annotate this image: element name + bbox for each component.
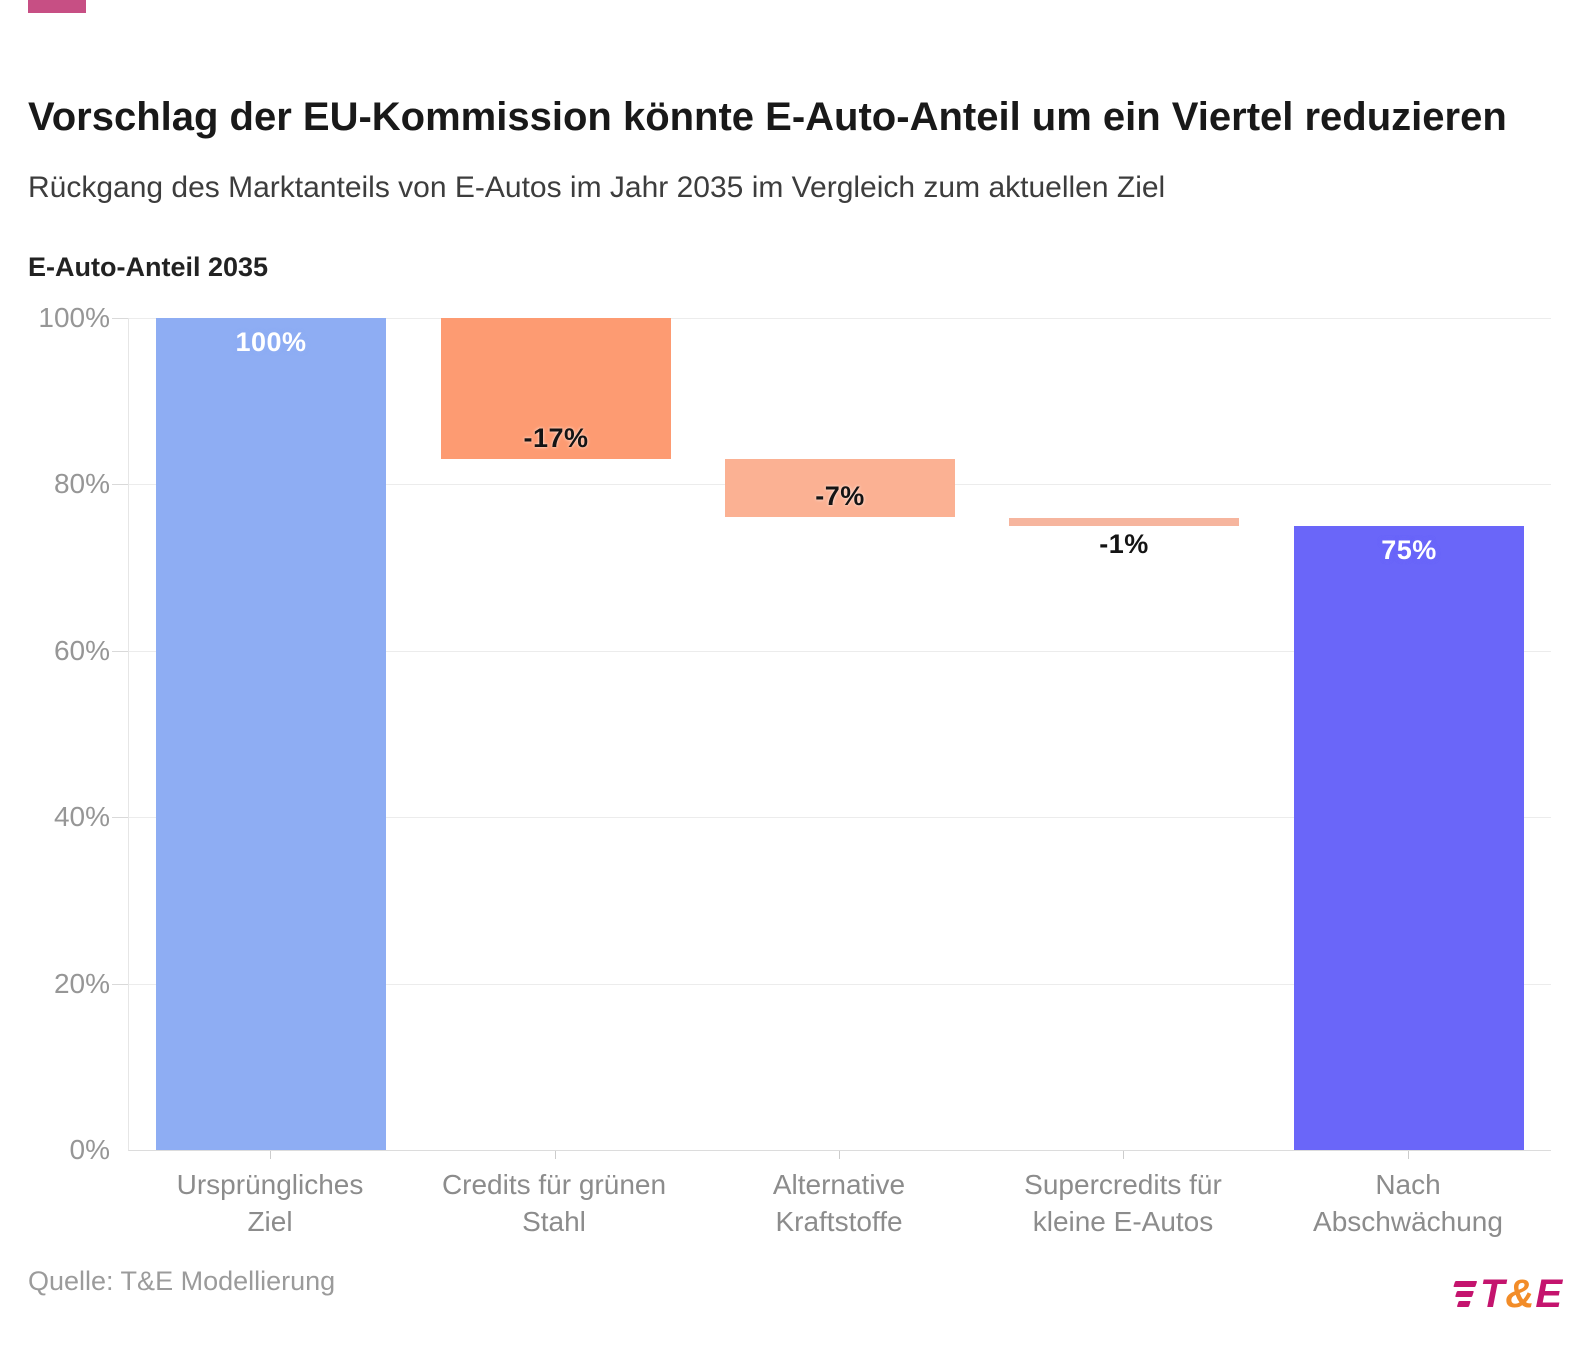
plot-area: 100% -17% -7% -1% 75% <box>112 318 1551 1151</box>
bar-value-label: -1% <box>1099 529 1149 559</box>
bar-value-label: 100% <box>235 327 307 357</box>
x-axis-tick <box>1123 1151 1124 1159</box>
bar-value-label: -17% <box>523 423 589 453</box>
y-axis-tick <box>112 984 128 985</box>
x-category-label: Supercredits für kleine E-Autos <box>1024 1169 1222 1237</box>
chart-subtitle: Rückgang des Marktanteils von E-Autos im… <box>28 171 1166 204</box>
y-axis-tick-label: 20% <box>53 968 110 999</box>
te-logo: T & E <box>1451 1274 1562 1314</box>
x-axis-tick <box>839 1151 840 1159</box>
x-category-label: Alternative Kraftstoffe <box>772 1169 906 1237</box>
brand-accent-bar <box>28 0 86 13</box>
x-axis-tick <box>270 1151 271 1159</box>
bar-3: -7% <box>725 459 955 517</box>
chart-title: Vorschlag der EU-Kommission könnte E-Aut… <box>28 94 1507 139</box>
gridline <box>112 984 1551 985</box>
y-axis-tick <box>112 484 128 485</box>
bar-2: -17% <box>441 318 671 459</box>
y-axis-tick <box>112 817 128 818</box>
speed-lines-icon <box>1446 1279 1478 1309</box>
bar-value-label: 75% <box>1381 535 1437 565</box>
y-axis-tick-label: 100% <box>38 302 110 333</box>
y-axis-tick-label: 60% <box>53 635 110 666</box>
y-axis-tick-label: 0% <box>69 1134 110 1165</box>
y-axis-tick-label: 40% <box>53 801 110 832</box>
logo-letter-t: T <box>1479 1272 1505 1316</box>
y-axis-title: E-Auto-Anteil 2035 <box>28 252 269 282</box>
bar-5: 75% <box>1294 526 1524 1150</box>
x-category-label: Credits für grünen Stahl <box>441 1169 667 1237</box>
x-axis-tick <box>1408 1151 1409 1159</box>
logo-letter-e: E <box>1535 1272 1562 1316</box>
gridline <box>112 817 1551 818</box>
source-note: Quelle: T&E Modellierung <box>28 1266 336 1296</box>
x-category-label: Ursprüngliches Ziel <box>176 1169 364 1237</box>
gridline <box>112 651 1551 652</box>
y-axis-tick <box>112 318 128 319</box>
bar-1: 100% <box>156 318 386 1150</box>
logo-letter-ampersand: & <box>1505 1272 1535 1316</box>
y-axis-tick <box>112 651 128 652</box>
y-axis-tick-label: 80% <box>53 468 110 499</box>
bar-value-label: -7% <box>815 481 865 511</box>
x-axis-tick <box>555 1151 556 1159</box>
gridline <box>112 318 1551 319</box>
bar-4: -1% <box>1009 518 1239 559</box>
x-category-label: Nach Abschwächung <box>1313 1169 1503 1237</box>
